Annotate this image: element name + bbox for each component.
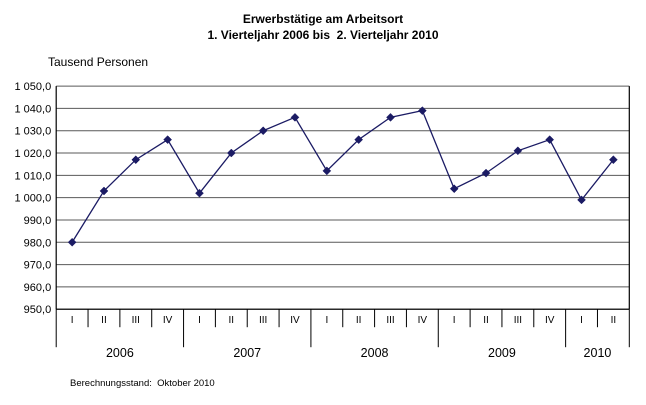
svg-text:III: III — [514, 315, 522, 326]
svg-text:IV: IV — [418, 315, 428, 326]
svg-text:IV: IV — [545, 315, 555, 326]
svg-text:1 040,0: 1 040,0 — [14, 103, 51, 115]
svg-text:III: III — [386, 315, 394, 326]
svg-text:2009: 2009 — [488, 346, 516, 360]
svg-text:II: II — [483, 315, 489, 326]
svg-text:1 050,0: 1 050,0 — [14, 81, 51, 93]
svg-text:950,0: 950,0 — [24, 304, 52, 316]
svg-text:2008: 2008 — [361, 346, 389, 360]
svg-text:1 010,0: 1 010,0 — [14, 170, 51, 182]
svg-text:IV: IV — [163, 315, 173, 326]
svg-text:I: I — [198, 315, 201, 326]
svg-text:III: III — [259, 315, 267, 326]
svg-text:2007: 2007 — [233, 346, 261, 360]
svg-text:1 000,0: 1 000,0 — [14, 193, 51, 205]
svg-text:II: II — [229, 315, 235, 326]
svg-text:1 020,0: 1 020,0 — [14, 148, 51, 160]
svg-text:II: II — [356, 315, 362, 326]
svg-text:IV: IV — [290, 315, 300, 326]
svg-text:I: I — [453, 315, 456, 326]
svg-text:I: I — [580, 315, 583, 326]
svg-text:I: I — [71, 315, 74, 326]
svg-text:II: II — [101, 315, 107, 326]
svg-text:2006: 2006 — [106, 346, 134, 360]
svg-text:1 030,0: 1 030,0 — [14, 126, 51, 138]
svg-text:I: I — [325, 315, 328, 326]
svg-text:2010: 2010 — [584, 346, 612, 360]
svg-text:990,0: 990,0 — [24, 215, 52, 227]
svg-text:980,0: 980,0 — [24, 237, 52, 249]
svg-text:960,0: 960,0 — [24, 282, 52, 294]
svg-text:970,0: 970,0 — [24, 260, 52, 272]
svg-text:III: III — [132, 315, 140, 326]
svg-text:II: II — [611, 315, 617, 326]
